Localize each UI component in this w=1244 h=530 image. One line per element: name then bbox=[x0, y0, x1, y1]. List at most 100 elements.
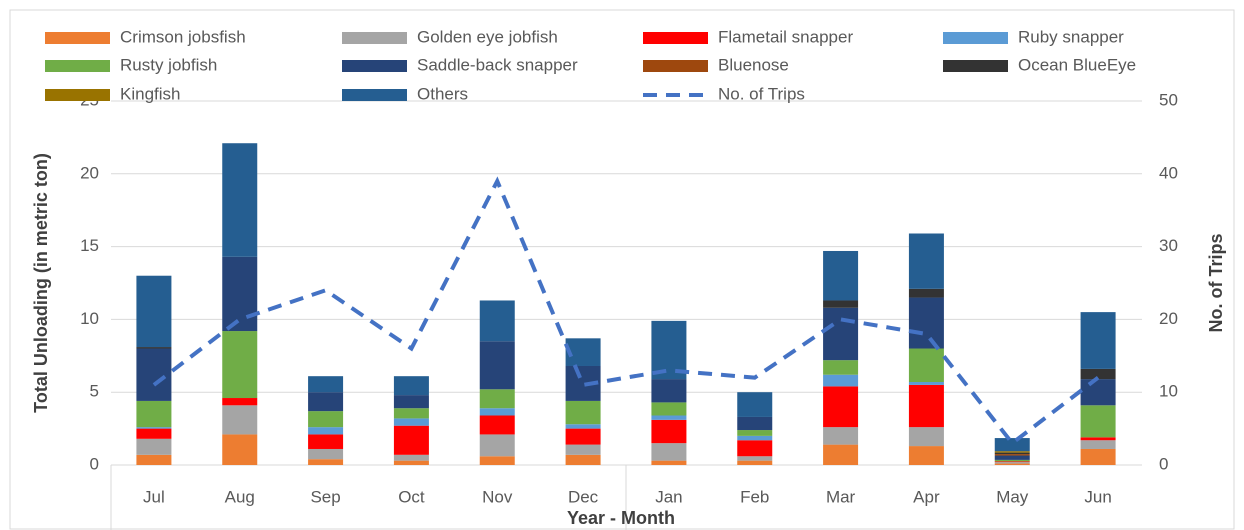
bar-segment bbox=[823, 307, 859, 361]
bar-segment bbox=[136, 348, 172, 401]
bar-segment bbox=[651, 379, 687, 403]
bar-segment bbox=[222, 256, 258, 332]
y2-tick-label: 30 bbox=[1159, 236, 1178, 255]
bar-segment bbox=[823, 386, 859, 428]
bar-segment bbox=[823, 250, 859, 301]
bar-segment bbox=[393, 454, 429, 461]
legend-label: Kingfish bbox=[120, 84, 180, 103]
bar-segment bbox=[737, 416, 773, 431]
legend-label: Crimson jobsfish bbox=[120, 27, 246, 46]
bar-segment bbox=[908, 427, 944, 447]
bar-segment bbox=[1080, 312, 1116, 369]
bar-segment bbox=[479, 415, 515, 435]
bar-segment bbox=[651, 460, 687, 465]
x-tick-label: Jul bbox=[143, 487, 165, 506]
bar-segment bbox=[908, 382, 944, 385]
bar-segment bbox=[565, 428, 601, 445]
bar-segment bbox=[393, 376, 429, 396]
bar-segment bbox=[994, 438, 1030, 452]
bar-segment bbox=[479, 389, 515, 409]
bar-segment bbox=[136, 438, 172, 455]
bar-segment bbox=[222, 434, 258, 465]
bar-segment bbox=[222, 331, 258, 399]
bar-segment bbox=[308, 376, 344, 393]
bar-segment bbox=[994, 455, 1030, 460]
bar-segment bbox=[1080, 405, 1116, 438]
x-tick-label: Jun bbox=[1084, 487, 1111, 506]
legend-swatch bbox=[45, 32, 110, 44]
y-tick-label: 15 bbox=[80, 236, 99, 255]
bar-segment bbox=[479, 300, 515, 342]
bar-segment bbox=[994, 452, 1030, 455]
bar-segment bbox=[908, 288, 944, 298]
bar-segment bbox=[651, 443, 687, 461]
bar-segment bbox=[308, 448, 344, 460]
bar-segment bbox=[737, 430, 773, 436]
y2-tick-label: 10 bbox=[1159, 382, 1178, 401]
bar-segment bbox=[308, 392, 344, 412]
bar-segment bbox=[136, 400, 172, 428]
y2-tick-label: 0 bbox=[1159, 454, 1168, 473]
bar-segment bbox=[393, 408, 429, 419]
legend-swatch bbox=[342, 32, 407, 44]
bar-segment bbox=[823, 444, 859, 465]
bar-segment bbox=[136, 427, 172, 429]
bar-segment bbox=[308, 459, 344, 465]
bar-segment bbox=[222, 405, 258, 435]
legend-swatch bbox=[943, 60, 1008, 72]
x-tick-label: Oct bbox=[398, 487, 425, 506]
bar-segment bbox=[393, 418, 429, 426]
bar-segment bbox=[565, 424, 601, 429]
x-tick-label: Dec bbox=[568, 487, 599, 506]
legend-swatch bbox=[342, 60, 407, 72]
legend-swatch bbox=[45, 60, 110, 72]
x-tick-label: Mar bbox=[826, 487, 856, 506]
legend-label: Flametail snapper bbox=[718, 27, 853, 46]
bar-segment bbox=[737, 460, 773, 465]
bar-segment bbox=[651, 419, 687, 444]
x-tick-label: Apr bbox=[913, 487, 940, 506]
bar-segment bbox=[994, 462, 1030, 464]
legend-swatch bbox=[45, 89, 110, 101]
bar-segment bbox=[994, 463, 1030, 465]
bar-segment bbox=[994, 459, 1030, 462]
bar-segment bbox=[737, 440, 773, 457]
legend-label: Ocean BlueEye bbox=[1018, 55, 1136, 74]
y2-tick-label: 20 bbox=[1159, 309, 1178, 328]
x-tick-label: Sep bbox=[310, 487, 340, 506]
x-axis-title: Year - Month bbox=[567, 508, 675, 528]
y-tick-label: 10 bbox=[80, 309, 99, 328]
bar-segment bbox=[737, 392, 773, 417]
bar-segment bbox=[823, 427, 859, 445]
legend-label: Bluenose bbox=[718, 55, 789, 74]
x-tick-label: Nov bbox=[482, 487, 513, 506]
bar-segment bbox=[479, 408, 515, 416]
x-tick-label: May bbox=[996, 487, 1029, 506]
bar-segment bbox=[136, 428, 172, 439]
bar-segment bbox=[479, 341, 515, 390]
bar-segment bbox=[136, 454, 172, 465]
y-tick-label: 5 bbox=[90, 382, 99, 401]
legend-label: Rusty jobfish bbox=[120, 55, 217, 74]
bar-segment bbox=[308, 427, 344, 435]
bar-segment bbox=[479, 456, 515, 465]
bar-segment bbox=[823, 300, 859, 308]
bar-segment bbox=[136, 275, 172, 348]
bar-segment bbox=[1080, 379, 1116, 406]
bar-segment bbox=[565, 444, 601, 455]
legend-label: Golden eye jobfish bbox=[417, 27, 558, 46]
y2-tick-label: 50 bbox=[1159, 90, 1178, 109]
bar-segment bbox=[1080, 368, 1116, 380]
x-tick-label: Jan bbox=[655, 487, 682, 506]
legend-label: No. of Trips bbox=[718, 84, 805, 103]
legend-swatch bbox=[643, 32, 708, 44]
bar-segment bbox=[908, 297, 944, 349]
bar-segment bbox=[565, 454, 601, 465]
legend-swatch bbox=[943, 32, 1008, 44]
legend-swatch bbox=[342, 89, 407, 101]
x-tick-label: Aug bbox=[225, 487, 255, 506]
bar-segment bbox=[308, 411, 344, 428]
bar-segment bbox=[222, 143, 258, 257]
bar-segment bbox=[1080, 440, 1116, 449]
